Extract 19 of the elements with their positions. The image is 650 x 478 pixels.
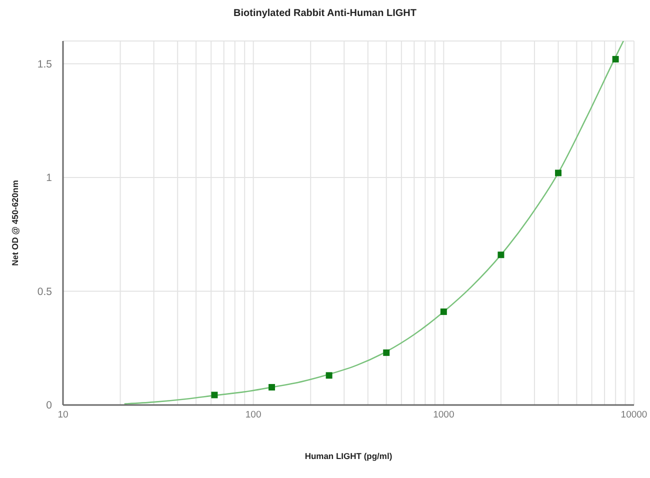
point [383,349,390,356]
x-tick-label: 10 [58,410,68,421]
point [326,372,332,379]
y-tick-label: 0.5 [37,286,52,298]
x-axis-title: Human LIGHT (pg/ml) [304,451,394,461]
x-tick-label: 100 [245,410,262,421]
y-tick-label: 1 [46,172,52,184]
point [211,392,218,398]
point [555,170,562,176]
point [268,384,276,390]
x-tick-label: 1000 [433,410,454,421]
point [440,308,447,315]
y-tick-label: 1.5 [37,58,52,70]
chart-title: Biotinylated Rabbit Anti-Human LIGHT [232,8,418,19]
x-tick-label: 10000 [620,410,648,421]
point [612,56,619,62]
point [498,252,504,258]
y-tick-label: 0 [46,400,52,412]
y-axis-title: Net OD @ 450-620nm [10,180,20,266]
